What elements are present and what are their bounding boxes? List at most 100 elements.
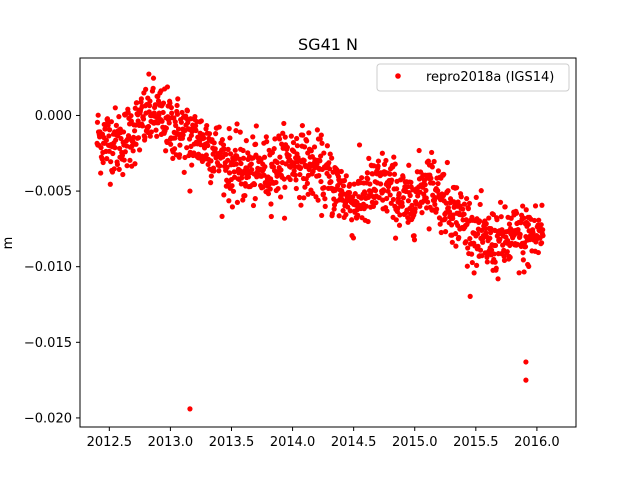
data-point [475,231,481,237]
data-point [281,176,287,182]
data-point [191,150,197,156]
data-point [221,146,227,152]
data-point [245,174,252,180]
data-point [150,85,156,91]
y-tick-label: −0.010 [24,260,72,275]
data-point [245,150,251,156]
data-point [173,122,179,129]
data-point [452,231,459,237]
data-point [184,145,190,151]
data-point [120,171,126,178]
data-point [486,215,492,221]
data-point [175,96,181,102]
data-point [484,259,490,265]
y-tick-label: 0.000 [35,109,72,124]
data-point [230,188,237,194]
data-point [490,211,496,218]
data-point [280,130,286,136]
data-point [506,221,513,227]
data-point [297,171,303,178]
data-point [355,212,361,218]
data-point [175,126,182,132]
data-point [387,192,393,198]
data-point [298,165,304,171]
data-point [425,199,431,205]
data-point [347,208,353,214]
data-point [464,263,470,269]
data-point [437,221,443,227]
data-point [387,171,393,177]
data-point [407,192,413,199]
data-point [226,198,232,204]
data-point [425,158,432,164]
data-point [188,132,194,139]
data-point [213,131,219,137]
data-point [238,160,244,167]
data-point [238,181,244,187]
data-point [511,232,518,238]
data-point [331,206,337,212]
data-point [221,192,227,198]
data-point [417,203,423,209]
data-point [422,182,428,188]
data-point [520,250,526,256]
data-point [319,212,325,219]
data-point [318,132,324,138]
data-point [95,112,101,118]
data-point [326,166,333,172]
data-point [193,123,199,129]
data-point [153,127,159,133]
data-point [453,243,459,249]
data-point [160,100,167,106]
data-point [358,195,364,201]
data-point [274,159,280,166]
data-point [404,184,410,190]
data-point [250,202,257,209]
data-point [445,205,452,211]
data-point [128,118,134,124]
y-axis-label: m [1,237,16,250]
data-point [343,173,349,179]
data-point [282,184,288,190]
data-point [174,102,180,109]
data-point [130,134,137,140]
data-point [105,122,111,128]
data-point [305,191,311,197]
data-point [120,129,127,135]
data-point [135,118,141,124]
data-point [395,205,401,211]
data-point [287,176,293,183]
data-point [443,200,449,206]
data-point [139,123,146,129]
data-point [131,128,138,134]
data-point [356,142,363,148]
data-point [435,188,441,194]
data-point [350,235,357,241]
x-tick-label: 2012.5 [87,435,133,450]
data-point [316,173,322,179]
data-point [495,276,501,282]
data-point [362,190,368,197]
data-point [372,187,379,194]
data-point [434,206,440,212]
data-point [301,144,308,150]
data-point [300,132,306,138]
data-point [501,257,508,264]
data-point [301,157,307,164]
data-point [233,128,239,134]
x-tick-label: 2015.0 [392,435,438,450]
data-point [225,146,231,152]
data-point [389,177,395,183]
data-point [133,141,139,147]
data-point [243,138,249,144]
data-point [100,159,106,166]
x-tick-label: 2015.5 [453,435,499,450]
data-point [442,229,449,235]
data-point [275,185,281,192]
data-point [308,148,314,154]
data-point [315,197,321,203]
data-point [392,235,399,241]
data-point [412,206,418,212]
data-point [171,146,178,152]
data-point [411,237,418,243]
